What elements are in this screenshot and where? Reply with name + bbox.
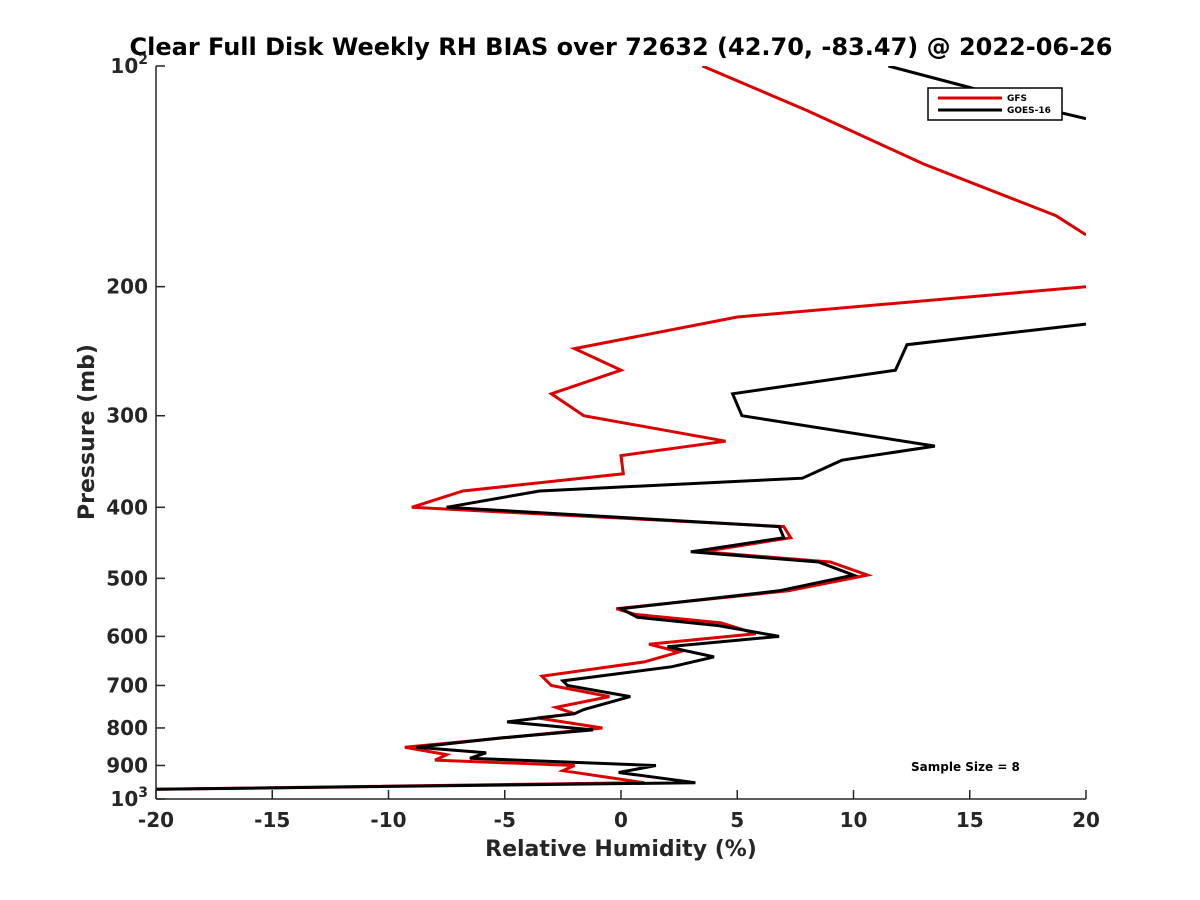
axes-layer (155, 65, 1087, 800)
x-tick-label: -5 (494, 808, 516, 832)
series-line-gfs (156, 66, 1086, 791)
legend-box (927, 87, 1063, 121)
plot-area: -20 -15 -10 -5 0 5 10 15 20 102 200 300 400 500 600 700… (106, 52, 1100, 832)
y-tick-label: 600 (106, 624, 148, 648)
series-layer (156, 66, 1086, 791)
sample-size-annotation: Sample Size = 8 (911, 760, 1020, 774)
legend-label-goes-16: GOES-16 (1007, 106, 1051, 116)
y-tick-label: 700 (106, 673, 148, 697)
y-tick-label: 102 (110, 52, 148, 78)
x-tick-label: -15 (254, 808, 290, 832)
x-tick-label: 20 (1072, 808, 1100, 832)
chart-title: Clear Full Disk Weekly RH BIAS over 7263… (130, 33, 1113, 61)
x-tick-label: 0 (614, 808, 628, 832)
x-axis-label: Relative Humidity (%) (485, 837, 757, 862)
y-tick-label: 800 (106, 716, 148, 740)
x-tick-label: -20 (138, 808, 174, 832)
y-tick-label: 103 (110, 785, 148, 811)
y-tick-label: 300 (106, 404, 148, 428)
y-tick-label: 900 (106, 753, 148, 777)
y-tick-label: 200 (106, 275, 148, 299)
tick-labels: -20 -15 -10 -5 0 5 10 15 20 102 200 300 400 500 600 700… (106, 52, 1100, 832)
x-tick-label: -10 (370, 808, 406, 832)
x-tick-label: 5 (730, 808, 744, 832)
x-tick-label: 15 (956, 808, 984, 832)
legend: GFS GOES-16 (927, 87, 1063, 121)
legend-label-gfs: GFS (1007, 94, 1027, 104)
y-tick-label: 500 (106, 566, 148, 590)
x-tick-label: 10 (840, 808, 868, 832)
y-tick-label: 400 (106, 495, 148, 519)
y-axis-label: Pressure (mb) (75, 344, 100, 520)
